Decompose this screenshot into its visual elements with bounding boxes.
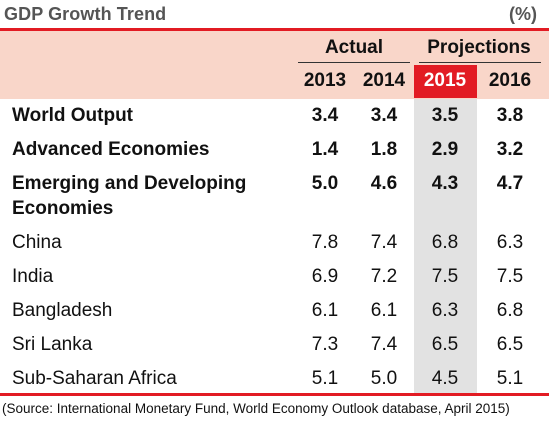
year-header-2015: 2015 — [423, 70, 467, 91]
table-cell: 6.5 — [431, 334, 459, 355]
table-cell: 3.2 — [496, 139, 524, 160]
highlight-year-cell — [414, 65, 477, 98]
row-label: Emerging and Developing — [12, 173, 247, 194]
table-cell: 2.9 — [431, 139, 459, 160]
table-cell: 4.5 — [431, 368, 459, 389]
table-cell: 7.3 — [311, 334, 339, 355]
row-label: Sri Lanka — [12, 334, 93, 355]
top-rule — [0, 28, 549, 31]
table-cell: 6.1 — [370, 300, 398, 321]
source-note: (Source: International Monetary Fund, Wo… — [2, 401, 510, 416]
group-label-projections: Projections — [427, 37, 531, 58]
table-cell: 3.5 — [431, 105, 459, 126]
table-cell: 7.4 — [370, 334, 398, 355]
row-label: Advanced Economies — [12, 139, 210, 160]
table-title: GDP Growth Trend — [4, 4, 167, 24]
table-cell: 3.4 — [370, 105, 398, 126]
table-cell: 1.8 — [370, 139, 398, 160]
group-label-actual: Actual — [324, 37, 384, 58]
year-header-2016: 2016 — [488, 70, 532, 91]
table-cell: 6.3 — [496, 232, 524, 253]
table-cell: 1.4 — [311, 139, 339, 160]
row-label-continued: Economies — [12, 198, 114, 219]
table-cell: 3.8 — [496, 105, 524, 126]
row-label: Sub-Saharan Africa — [12, 368, 177, 389]
row-label: India — [12, 266, 54, 287]
group-underline-projections — [419, 62, 541, 63]
table-cell: 3.4 — [311, 105, 339, 126]
table-cell: 6.8 — [431, 232, 459, 253]
table-cell: 6.3 — [431, 300, 459, 321]
row-label: Bangladesh — [12, 300, 113, 321]
table-cell: 6.5 — [496, 334, 524, 355]
table-cell: 4.6 — [370, 173, 398, 194]
table-cell: 4.7 — [496, 173, 524, 194]
table-cell: 6.1 — [311, 300, 339, 321]
row-label: World Output — [12, 105, 134, 126]
bottom-rule — [0, 393, 549, 396]
row-label: China — [12, 232, 62, 253]
group-underline-actual — [298, 62, 410, 63]
table-cell: 5.0 — [311, 173, 339, 194]
table-cell: 7.4 — [370, 232, 398, 253]
table-cell: 5.1 — [496, 368, 524, 389]
table-cell: 5.0 — [370, 368, 398, 389]
table-cell: 6.8 — [496, 300, 524, 321]
table-cell: 7.2 — [370, 266, 398, 287]
year-header-2014: 2014 — [362, 70, 406, 91]
table-cell: 6.9 — [311, 266, 339, 287]
year-header-2013: 2013 — [303, 70, 347, 91]
table-cell: 4.3 — [431, 173, 459, 194]
highlight-column-band — [414, 99, 477, 393]
table-cell: 7.5 — [496, 266, 524, 287]
table-cell: 7.8 — [311, 232, 339, 253]
table-cell: 5.1 — [311, 368, 339, 389]
unit-label: (%) — [509, 4, 537, 24]
table-cell: 7.5 — [431, 266, 459, 287]
